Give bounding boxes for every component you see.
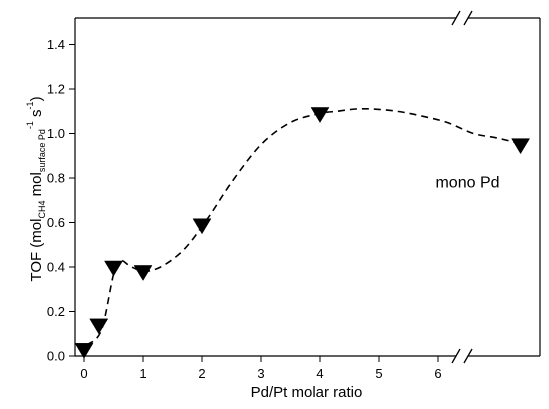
y-tick-label: 1.0 (47, 126, 65, 141)
y-title-superscript: -1 (25, 121, 35, 129)
y-tick-label: 0.8 (47, 171, 65, 186)
y-title-text: ) (28, 96, 45, 101)
x-tick-label: 6 (434, 366, 441, 381)
plot-area (74, 107, 531, 359)
fit-curve (86, 107, 524, 346)
data-point (74, 343, 94, 359)
y-title-subscript: CH4 (37, 201, 47, 219)
y-title-superscript: -1 (25, 101, 35, 109)
data-point (133, 265, 153, 281)
axis-break-gap-top (456, 15, 468, 21)
y-tick-label: 0.0 (47, 349, 65, 364)
x-tick-label: 0 (80, 366, 87, 381)
y-tick-label: 1.4 (47, 37, 65, 52)
annotation-mono-pd: mono Pd (435, 174, 499, 191)
data-point (89, 318, 109, 335)
x-axis-title: Pd/Pt molar ratio (251, 384, 363, 401)
data-point (104, 260, 123, 277)
x-tick-label: 2 (198, 366, 205, 381)
axis-break-mark-top (451, 10, 461, 26)
x-tick-label: 4 (316, 366, 323, 381)
data-point (192, 218, 212, 235)
y-title-subscript: surface Pd (37, 129, 47, 172)
axis-break-mark-top (463, 10, 473, 26)
y-title-text: TOF (mol (28, 219, 45, 282)
y-tick-label: 0.2 (47, 304, 65, 319)
y-tick-label: 0.4 (47, 260, 65, 275)
x-tick-label: 3 (257, 366, 264, 381)
x-tick-label: 1 (139, 366, 146, 381)
y-title-text: s (28, 109, 45, 121)
x-tick-label: 5 (375, 366, 382, 381)
axes (69, 10, 541, 364)
axis-break-gap-bottom (456, 353, 468, 359)
data-point (310, 107, 330, 123)
y-tick-label: 0.6 (47, 215, 65, 230)
axis-break-mark-bottom (451, 348, 461, 364)
y-title-text: mol (28, 172, 45, 200)
y-axis-title: TOF (molCH4 molsurface Pd-1 s-1) (25, 96, 47, 281)
axis-break-mark-bottom (463, 348, 473, 364)
y-tick-label: 1.2 (47, 82, 65, 97)
labels: 0.0 0.2 0.4 0.6 0.8 1.0 1.2 1.4 0 1 2 3 4 5 6 Pd/Pt mol… (25, 37, 500, 401)
data-point (511, 138, 531, 155)
